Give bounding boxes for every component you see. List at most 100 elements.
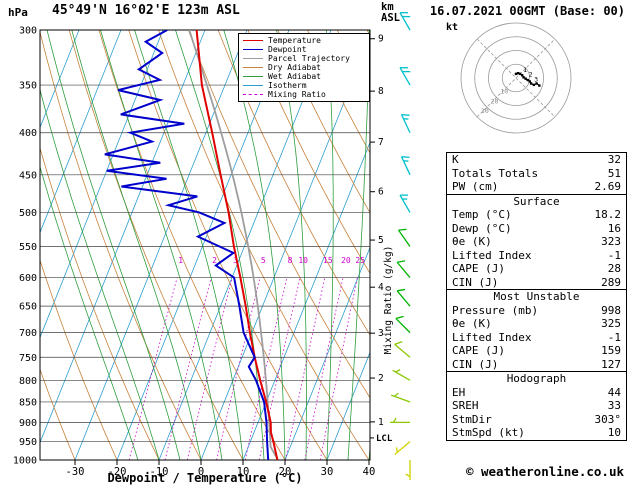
row-value: 998 (601, 303, 621, 317)
row-value: 127 (601, 357, 621, 371)
legend-line-sample (243, 76, 263, 77)
row-value: 2.69 (594, 180, 622, 193)
row-label: Lifted Index (452, 330, 532, 344)
km-axis: 1 2 3 4 5 6 7 8 9 LCL (370, 34, 393, 444)
legend-line-sample (243, 40, 263, 41)
legend-item: Parcel Trajectory (243, 54, 365, 63)
svg-text:5: 5 (378, 235, 384, 246)
svg-text:300: 300 (19, 26, 37, 37)
svg-text:3: 3 (378, 328, 384, 339)
row-value: 10 (607, 426, 621, 439)
legend-item: Temperature (243, 36, 365, 45)
svg-text:700: 700 (19, 328, 37, 339)
svg-text:LCL: LCL (376, 434, 393, 444)
table-row: Temp (°C) 18.2 (447, 208, 626, 222)
svg-text:600: 600 (19, 273, 37, 284)
temperature-curve (195, 30, 279, 460)
dewpoint-curve (104, 30, 270, 460)
svg-text:10: 10 (500, 88, 508, 96)
svg-text:9: 9 (378, 34, 384, 45)
legend-line-sample (243, 49, 263, 50)
legend-item: Mixing Ratio (243, 90, 365, 99)
row-value: 303° (594, 412, 622, 426)
table-section-header: Most Unstable (447, 289, 626, 304)
svg-text:2: 2 (212, 256, 217, 265)
copyright-label: © weatheronline.co.uk (465, 464, 624, 479)
legend-line-sample (243, 94, 263, 95)
row-label: StmSpd (kt) (452, 426, 525, 439)
table-row: SREH 33 (447, 399, 626, 413)
svg-text:400: 400 (19, 128, 37, 139)
table-row: StmSpd (kt) 10 (447, 426, 626, 440)
table-row: Pressure (mb) 998 (447, 304, 626, 318)
svg-text:350: 350 (19, 81, 37, 92)
svg-text:450: 450 (19, 170, 37, 181)
svg-text:Mixing Ratio (g/kg): Mixing Ratio (g/kg) (383, 246, 394, 355)
svg-text:550: 550 (19, 242, 37, 253)
row-value: 325 (601, 317, 621, 330)
chart-frame (39, 29, 371, 461)
table-row: PW (cm) 2.69 (447, 180, 626, 194)
svg-text:1: 1 (378, 417, 384, 428)
legend-item-label: Dry Adiabat (268, 63, 321, 72)
svg-text:30: 30 (321, 466, 334, 478)
row-value: 32 (607, 153, 621, 166)
legend-item: Wet Adiabat (243, 72, 365, 81)
legend-item: Dry Adiabat (243, 63, 365, 72)
table-row: CAPE (J) 28 (447, 262, 626, 276)
row-value: 28 (607, 262, 621, 275)
table-section-header: Surface (447, 193, 626, 209)
table-row: CIN (J) 289 (447, 276, 626, 290)
svg-text:7: 7 (378, 137, 384, 148)
row-value: 51 (607, 166, 621, 180)
legend-line-sample (243, 85, 263, 86)
row-value: 159 (601, 344, 621, 357)
svg-text:30: 30 (481, 107, 489, 115)
table-row: EH 44 (447, 386, 626, 400)
svg-text:1: 1 (178, 256, 183, 265)
svg-text:1000: 1000 (13, 456, 37, 467)
svg-text:Dewpoint / Temperature (°C): Dewpoint / Temperature (°C) (107, 471, 302, 485)
svg-text:2: 2 (529, 71, 533, 79)
run-datetime-label: 16.07.2021 00GMT (Base: 00) (429, 4, 625, 18)
legend-item-label: Dewpoint (268, 45, 307, 54)
row-value: -1 (607, 330, 621, 344)
svg-text:5: 5 (261, 256, 266, 265)
pressure-unit-label: hPa (8, 6, 28, 19)
legend-item-label: Isotherm (268, 81, 307, 90)
svg-text:4: 4 (378, 282, 384, 293)
row-label: CIN (J) (452, 357, 499, 371)
temp-axis: -30 -20 -10 0 10 20 30 40 Dewpoint / Temperature… (66, 460, 375, 485)
svg-text:6: 6 (378, 187, 384, 198)
svg-text:0: 0 (198, 466, 204, 478)
parcel-trajectory-curve (188, 30, 279, 460)
row-value: 33 (607, 399, 621, 412)
row-label: Totals Totals (452, 166, 539, 180)
svg-text:-20: -20 (108, 466, 127, 478)
table-row: θe (K) 325 (447, 317, 626, 331)
svg-text:3: 3 (534, 76, 538, 84)
table-row: StmDir 303° (447, 413, 626, 427)
legend-item: Dewpoint (243, 45, 365, 54)
wind-barbs (390, 12, 411, 480)
table-row: CIN (J) 127 (447, 358, 626, 372)
row-label: StmDir (452, 412, 492, 426)
table-row: Lifted Index -1 (447, 331, 626, 345)
row-label: Temp (°C) (452, 208, 512, 221)
row-label: CAPE (J) (452, 344, 505, 357)
km-label: km (381, 1, 394, 13)
row-value: 18.2 (594, 208, 622, 221)
asl-label: ASL (381, 12, 400, 24)
row-label: CAPE (J) (452, 262, 505, 275)
table-row: Totals Totals 51 (447, 167, 626, 181)
svg-text:-10: -10 (150, 466, 169, 478)
row-label: Dewp (°C) (452, 221, 512, 235)
svg-text:15: 15 (323, 256, 333, 265)
table-row: K 32 (447, 153, 626, 167)
altitude-unit-label: km ASL (381, 2, 400, 24)
row-label: Lifted Index (452, 248, 532, 262)
row-value: 44 (607, 385, 621, 399)
svg-text:20: 20 (491, 97, 499, 105)
